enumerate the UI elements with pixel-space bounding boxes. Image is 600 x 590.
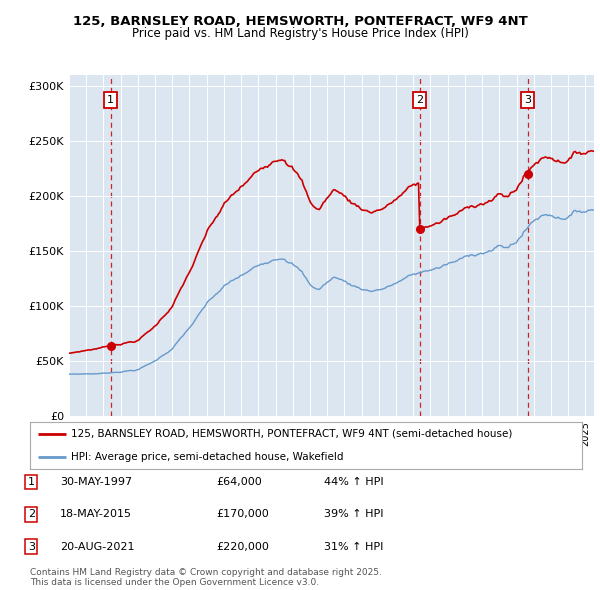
Text: £170,000: £170,000 xyxy=(216,510,269,519)
Text: 44% ↑ HPI: 44% ↑ HPI xyxy=(324,477,383,487)
Text: £220,000: £220,000 xyxy=(216,542,269,552)
Text: 125, BARNSLEY ROAD, HEMSWORTH, PONTEFRACT, WF9 4NT: 125, BARNSLEY ROAD, HEMSWORTH, PONTEFRAC… xyxy=(73,15,527,28)
Text: 3: 3 xyxy=(524,95,531,105)
Text: 2: 2 xyxy=(416,95,424,105)
Text: 31% ↑ HPI: 31% ↑ HPI xyxy=(324,542,383,552)
Text: Price paid vs. HM Land Registry's House Price Index (HPI): Price paid vs. HM Land Registry's House … xyxy=(131,27,469,40)
Text: HPI: Average price, semi-detached house, Wakefield: HPI: Average price, semi-detached house,… xyxy=(71,453,344,462)
Text: 1: 1 xyxy=(28,477,35,487)
Text: £64,000: £64,000 xyxy=(216,477,262,487)
Text: 125, BARNSLEY ROAD, HEMSWORTH, PONTEFRACT, WF9 4NT (semi-detached house): 125, BARNSLEY ROAD, HEMSWORTH, PONTEFRAC… xyxy=(71,429,513,438)
Text: 30-MAY-1997: 30-MAY-1997 xyxy=(60,477,132,487)
Text: 20-AUG-2021: 20-AUG-2021 xyxy=(60,542,134,552)
Text: Contains HM Land Registry data © Crown copyright and database right 2025.
This d: Contains HM Land Registry data © Crown c… xyxy=(30,568,382,587)
Text: 39% ↑ HPI: 39% ↑ HPI xyxy=(324,510,383,519)
Text: 18-MAY-2015: 18-MAY-2015 xyxy=(60,510,132,519)
Text: 1: 1 xyxy=(107,95,114,105)
Text: 3: 3 xyxy=(28,542,35,552)
Text: 2: 2 xyxy=(28,510,35,519)
